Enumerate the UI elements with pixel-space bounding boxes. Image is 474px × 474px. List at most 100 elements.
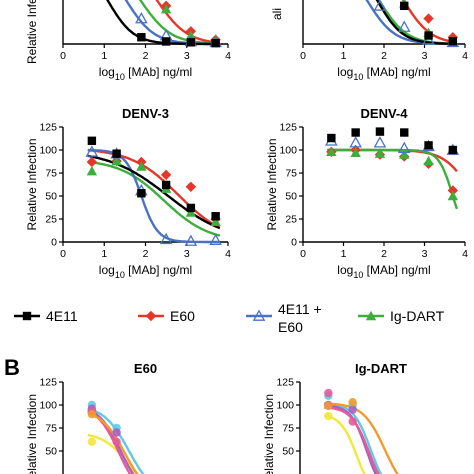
data-point: [374, 148, 386, 158]
x-tick-label: 2: [381, 248, 387, 260]
data-point: [161, 37, 171, 46]
legend-marker: [145, 310, 157, 322]
data-point: [209, 233, 222, 246]
fit-curve: [87, 154, 221, 230]
data-point: [349, 136, 362, 148]
y-tick-label: 50: [282, 446, 294, 458]
data-point: [85, 145, 99, 157]
panel-title: E60: [134, 361, 157, 376]
data-point: [159, 232, 173, 245]
data-point: [447, 190, 459, 201]
x-axis-label-part: log: [99, 65, 115, 79]
data-point: [112, 437, 121, 446]
y-tick-label: 125: [39, 122, 57, 134]
fit-curve: [87, 149, 221, 229]
data-point: [324, 388, 333, 398]
data-point: [185, 181, 197, 192]
series-layer: [365, 0, 460, 48]
y-tick-label: 75: [285, 168, 297, 180]
data-point: [447, 185, 459, 196]
fit-curve: [87, 407, 145, 474]
fit-curve: [87, 412, 139, 474]
legend: 4E11 E60 4E11 + E60 Ig-DART: [14, 301, 445, 335]
x-tick-label: 0: [60, 50, 66, 62]
y-axis-label: Relative Infection: [25, 0, 39, 64]
y-tick-label: 25: [45, 214, 57, 226]
x-tick-label: 4: [225, 50, 231, 62]
data-point: [87, 410, 97, 419]
data-point: [326, 146, 337, 157]
legend-label: Ig-DART: [390, 308, 445, 324]
data-point: [86, 156, 98, 168]
x-tick-label: 3: [422, 248, 428, 260]
legend-label: 4E11 +: [278, 301, 322, 317]
data-point: [137, 33, 146, 42]
fit-curve: [138, 0, 220, 45]
fit-curve: [87, 433, 139, 474]
fit-curve: [324, 414, 366, 474]
x-tick-label: 2: [381, 50, 387, 62]
fit-curve: [324, 404, 377, 474]
data-point: [448, 145, 458, 155]
x-axis-label-sub: 10: [353, 270, 363, 280]
fit-curve: [87, 410, 132, 474]
x-axis-label: log10 [MAb] ng/ml: [337, 65, 430, 82]
fit-curve: [401, 0, 458, 44]
y-axis-label: Relative Infection: [25, 394, 39, 474]
legend-marker: [252, 309, 266, 321]
fit-curve: [124, 0, 220, 46]
x-tick-label: 4: [225, 248, 231, 260]
x-tick-label: 2: [143, 50, 149, 62]
x-axis-label-sub: 10: [353, 72, 363, 82]
data-point: [424, 31, 433, 40]
legend-item: 4E11 + E60: [246, 301, 322, 335]
legend-marker: [22, 311, 32, 321]
x-tick-label: 1: [341, 50, 347, 62]
data-point: [350, 147, 361, 157]
data-point: [424, 141, 433, 150]
x-tick-label: 0: [60, 248, 66, 260]
data-point: [210, 216, 221, 226]
y-tick-label: 75: [45, 423, 57, 435]
x-axis-label-rest: [MAb] ng/ml: [125, 65, 192, 79]
legend-label: E60: [170, 308, 195, 324]
data-point: [351, 128, 360, 137]
data-point: [87, 136, 97, 145]
y-tick-label: 50: [285, 191, 297, 203]
legend-item: E60: [138, 308, 195, 324]
x-tick-label: 0: [300, 248, 306, 260]
x-tick-label: 0: [300, 50, 306, 62]
y-tick-label: 0: [51, 237, 57, 249]
x-tick-label: 3: [184, 248, 190, 260]
legend-item: Ig-DART: [358, 308, 445, 324]
fit-curve: [155, 0, 220, 44]
x-axis-label: log10 [MAb] ng/ml: [337, 263, 430, 280]
y-tick-label: 100: [279, 145, 297, 157]
data-point: [211, 38, 220, 48]
data-point: [375, 127, 385, 136]
data-point: [448, 37, 458, 46]
y-tick-label: 50: [45, 191, 57, 203]
y-tick-label: 75: [45, 168, 57, 180]
data-point: [397, 20, 411, 32]
data-point: [186, 203, 196, 213]
data-point: [348, 417, 357, 426]
x-tick-label: 3: [422, 50, 428, 62]
series-layer: [85, 136, 222, 246]
fit-curve: [375, 0, 457, 45]
y-tick-label: 0: [291, 237, 297, 249]
data-point: [373, 0, 387, 11]
data-point: [423, 155, 434, 166]
fit-curve: [327, 148, 459, 210]
data-point: [400, 128, 409, 137]
data-point: [184, 234, 198, 246]
x-tick-label: 1: [101, 50, 107, 62]
x-axis-label-sub: 10: [115, 270, 125, 280]
y-tick-label: 100: [39, 145, 57, 157]
data-point: [348, 398, 357, 407]
x-axis-label-rest: [MAb] ng/ml: [363, 65, 430, 79]
x-tick-label: 1: [101, 248, 107, 260]
y-tick-label: 75: [282, 423, 294, 435]
panel-title: DENV-3: [122, 106, 169, 121]
